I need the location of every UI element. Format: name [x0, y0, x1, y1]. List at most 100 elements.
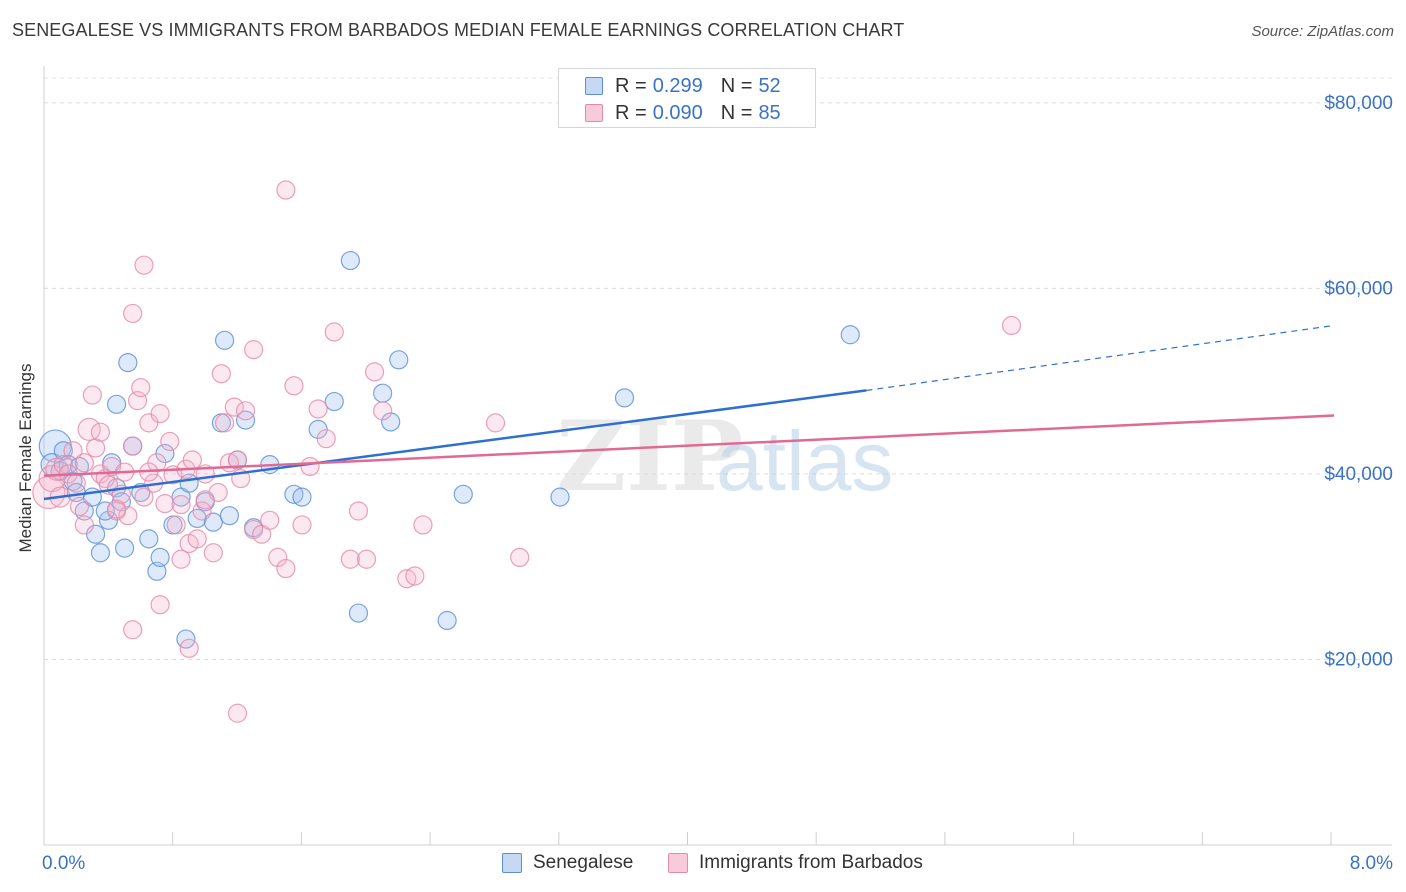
barbados-point	[118, 506, 138, 526]
senegalese-point	[340, 250, 360, 271]
series-swatch-senegalese	[502, 853, 522, 873]
barbados-point	[155, 494, 175, 514]
senegalese-point	[614, 388, 635, 408]
y-tick-label: $40,000	[1324, 464, 1393, 485]
legend-swatch-barbados	[585, 104, 603, 122]
barbados-point	[348, 501, 369, 521]
barbados-point	[123, 303, 143, 324]
y-axis-label: Median Female Earnings	[16, 363, 35, 553]
barbados-point	[187, 529, 207, 549]
senegalese-point	[550, 487, 570, 507]
barbados-point	[276, 558, 296, 579]
barbados-point	[74, 515, 94, 535]
legend-n-value: 52	[758, 74, 781, 97]
barbados-point	[224, 397, 244, 417]
barbados-point	[203, 543, 223, 563]
barbados-point	[211, 364, 231, 384]
barbados-point	[284, 376, 304, 396]
barbados-point	[364, 362, 385, 382]
x-tick-label: 8.0%	[1350, 853, 1393, 874]
series-legend-barbados[interactable]: Immigrants from Barbados	[668, 852, 923, 874]
senegalese-point	[139, 529, 159, 549]
barbados-point	[150, 404, 170, 424]
y-tick-label: $60,000	[1324, 278, 1393, 299]
y-tick-label: $20,000	[1324, 649, 1393, 670]
senegalese-point	[348, 603, 369, 623]
barbados-trend-line	[43, 414, 1335, 478]
barbados-point	[324, 322, 344, 342]
senegalese-point	[115, 538, 135, 558]
barbados-point	[66, 473, 86, 493]
barbados-point	[160, 431, 180, 452]
barbados-point	[340, 549, 360, 569]
series-legend-label: Senegalese	[533, 852, 634, 873]
barbados-point	[413, 515, 433, 535]
senegalese-point	[215, 330, 235, 350]
barbados-point	[74, 453, 94, 473]
senegalese-point	[90, 543, 111, 563]
senegalese-trend-extension	[866, 324, 1335, 392]
legend-r-value: 0.299	[652, 74, 703, 97]
barbados-point	[244, 340, 264, 360]
senegalese-point	[840, 325, 860, 345]
senegalese-point	[373, 383, 393, 403]
series-legend-label: Immigrants from Barbados	[699, 852, 923, 873]
barbados-point	[308, 399, 328, 419]
legend-r-value: 0.090	[652, 101, 703, 124]
barbados-point	[82, 385, 102, 405]
barbados-point	[235, 401, 256, 421]
barbados-point	[215, 413, 235, 433]
barbados-point	[227, 703, 248, 723]
barbados-point	[373, 401, 393, 421]
legend-n-value: 85	[758, 101, 781, 124]
chart-title: SENEGALESE VS IMMIGRANTS FROM BARBADOS M…	[12, 20, 905, 40]
series-legend: Senegalese Immigrants from Barbados	[0, 852, 1406, 878]
barbados-point	[134, 255, 154, 275]
legend-r-label: R =	[615, 74, 647, 97]
barbados-point	[179, 638, 199, 658]
barbados-point	[316, 429, 336, 449]
barbados-point	[485, 413, 506, 433]
barbados-point	[134, 487, 154, 507]
barbados-point	[292, 515, 312, 535]
correlation-legend: R = 0.299 N = 52 R = 0.090 N = 85	[558, 68, 816, 128]
barbados-point	[86, 438, 106, 458]
senegalese-point	[150, 547, 170, 568]
barbados-point	[150, 595, 170, 615]
barbados-point	[171, 549, 191, 569]
barbados-point	[90, 422, 111, 442]
barbados-point	[166, 515, 186, 535]
senegalese-point	[437, 610, 457, 631]
barbados-point	[123, 436, 143, 456]
barbados-point	[276, 180, 296, 200]
barbados-point	[182, 450, 202, 470]
barbados-point	[123, 620, 143, 640]
barbados-point	[63, 441, 83, 461]
series-legend-senegalese[interactable]: Senegalese	[502, 852, 633, 874]
legend-r-label: R =	[615, 101, 647, 124]
senegalese-point	[389, 350, 409, 370]
barbados-point	[195, 490, 215, 510]
barbados-point	[268, 547, 288, 568]
series-swatch-barbados	[668, 853, 688, 873]
senegalese-point	[106, 394, 127, 414]
barbados-point	[131, 378, 151, 398]
senegalese-point	[118, 352, 138, 373]
barbados-point	[77, 417, 101, 441]
senegalese-point	[292, 487, 312, 507]
y-tick-label: $80,000	[1324, 93, 1393, 114]
watermark-atlas: atlas	[716, 414, 893, 508]
source-label: Source: ZipAtlas.com	[1251, 23, 1394, 40]
barbados-point	[510, 547, 530, 568]
senegalese-point	[381, 412, 401, 432]
barbados-point	[356, 549, 377, 569]
legend-row-barbados: R = 0.090 N = 85	[585, 100, 781, 126]
barbados-point	[260, 510, 280, 530]
barbados-point	[1001, 315, 1022, 336]
senegalese-trend-line	[43, 389, 867, 501]
barbados-point	[405, 566, 425, 586]
senegalese-point	[219, 506, 240, 526]
barbados-point	[171, 494, 191, 515]
legend-row-senegalese: R = 0.299 N = 52	[585, 73, 781, 99]
